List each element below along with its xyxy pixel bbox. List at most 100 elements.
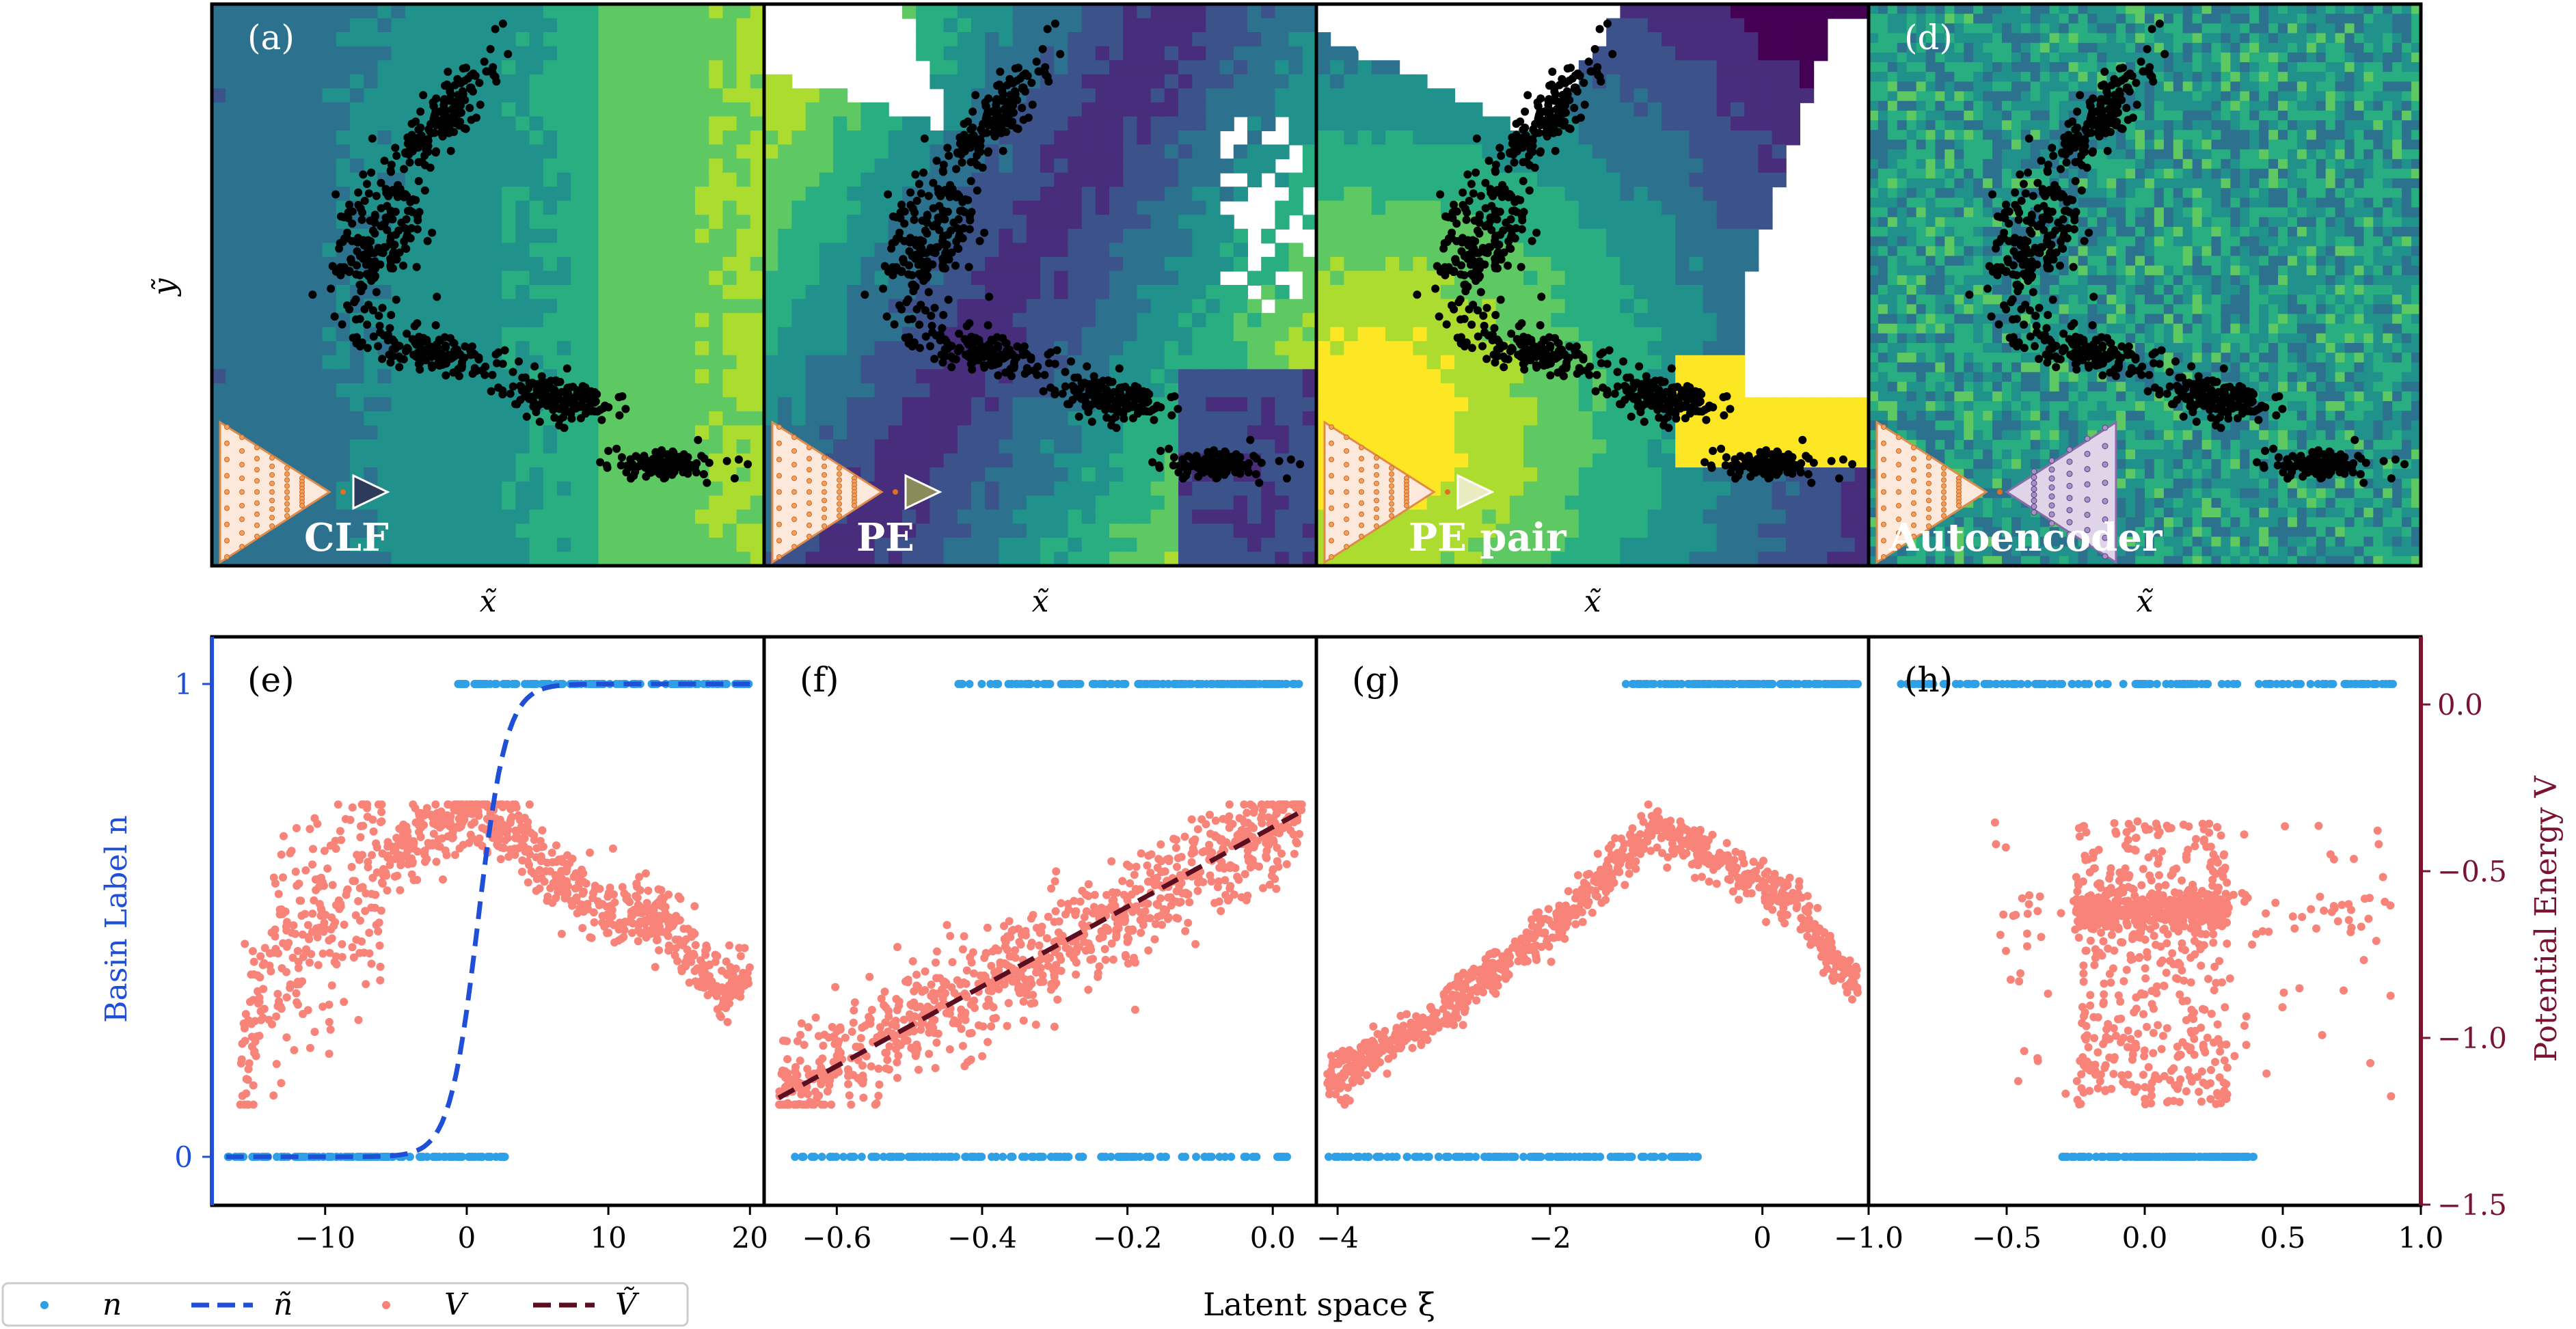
V-point [325, 936, 334, 945]
V-point [2178, 876, 2186, 885]
V-point [1847, 970, 1856, 978]
V-point [267, 928, 276, 937]
V-point [2221, 1093, 2229, 1101]
n-point [722, 680, 731, 688]
V-point [1187, 849, 1196, 858]
n-point [848, 1153, 857, 1161]
V-point [984, 1038, 992, 1046]
V-point [390, 872, 399, 881]
V-point [910, 1047, 919, 1056]
V-point [431, 800, 440, 809]
V-point [1705, 877, 1713, 886]
V-point [2102, 891, 2111, 900]
V-point [411, 804, 420, 812]
V-point [1072, 970, 1081, 979]
V-point [1181, 927, 1190, 935]
V-point [466, 830, 475, 839]
V-point [301, 866, 310, 875]
V-point [908, 957, 917, 965]
V-point [2210, 962, 2219, 971]
V-point [2141, 964, 2150, 973]
V-point [1035, 941, 1044, 950]
V-point [2090, 1034, 2099, 1043]
V-point [2278, 1003, 2287, 1012]
V-point [943, 920, 951, 929]
V-point [255, 994, 264, 1002]
n-point [2094, 680, 2103, 688]
V-point [256, 1007, 265, 1016]
V-point [355, 883, 364, 892]
x-tick-label: 1.0 [2398, 1221, 2444, 1255]
V-point [822, 1075, 831, 1084]
V-point [1685, 842, 1694, 851]
V-point [279, 873, 287, 882]
V-point [327, 981, 336, 990]
V-point [374, 927, 383, 935]
V-point [2082, 1022, 2091, 1030]
V-points [775, 800, 1306, 1109]
V-point [2209, 930, 2218, 939]
V-point [2193, 911, 2201, 920]
V-point [2150, 931, 2158, 940]
V-point [1052, 978, 1061, 987]
V-point [2130, 1008, 2139, 1017]
V-point [2386, 991, 2395, 1000]
V-point [1581, 882, 1590, 891]
V-point [1653, 843, 1662, 852]
V-point [1118, 877, 1127, 886]
n-point [1181, 680, 1190, 688]
V-point [275, 997, 283, 1006]
V-point [2316, 892, 2324, 901]
V-point [422, 855, 431, 864]
V-point [1420, 1017, 1428, 1025]
V-point [2035, 892, 2044, 901]
V-point [2290, 924, 2299, 933]
V-point [800, 1041, 809, 1050]
V-point [2084, 1043, 2093, 1052]
V-point [960, 1011, 969, 1019]
V-point [1484, 981, 1493, 990]
n-point [2167, 680, 2175, 688]
n-point [2232, 1153, 2240, 1161]
V-point [564, 881, 573, 890]
V-point [1038, 971, 1047, 980]
V-point [850, 998, 859, 1006]
V-point [987, 1022, 996, 1031]
V-point [880, 987, 889, 996]
V-point [511, 834, 519, 842]
V-point [820, 1030, 829, 1039]
V-point [2111, 1031, 2120, 1040]
n-point [904, 1153, 913, 1161]
legend-item: n [40, 1287, 122, 1322]
V-point [906, 1010, 914, 1019]
V-point [1703, 838, 1711, 846]
V-point [893, 1058, 901, 1067]
V-point [664, 924, 673, 933]
V-point [736, 952, 745, 961]
V-point [306, 1043, 314, 1052]
panel-frame [1867, 2, 2423, 568]
V-point [573, 909, 582, 918]
V-point [884, 1065, 893, 1074]
V-point [994, 966, 1003, 975]
V-point [325, 1050, 334, 1058]
V-point [2096, 879, 2104, 888]
V-point [1243, 808, 1251, 817]
V-point [1240, 800, 1249, 809]
V-point [679, 924, 688, 933]
network-output [352, 474, 390, 510]
V-point [867, 1062, 876, 1071]
V-point [1819, 968, 1828, 977]
n-point [2386, 680, 2395, 688]
V-point [2144, 1063, 2153, 1071]
n-point [1099, 680, 1108, 688]
V-point [1458, 1002, 1467, 1011]
V-point [2147, 987, 2156, 996]
V-point [383, 842, 392, 851]
V-point [2208, 875, 2217, 884]
V-point [627, 929, 636, 937]
legend-item: V [382, 1287, 469, 1322]
V-point [2163, 939, 2171, 948]
V-point [1534, 908, 1543, 917]
V-point [1126, 879, 1135, 888]
